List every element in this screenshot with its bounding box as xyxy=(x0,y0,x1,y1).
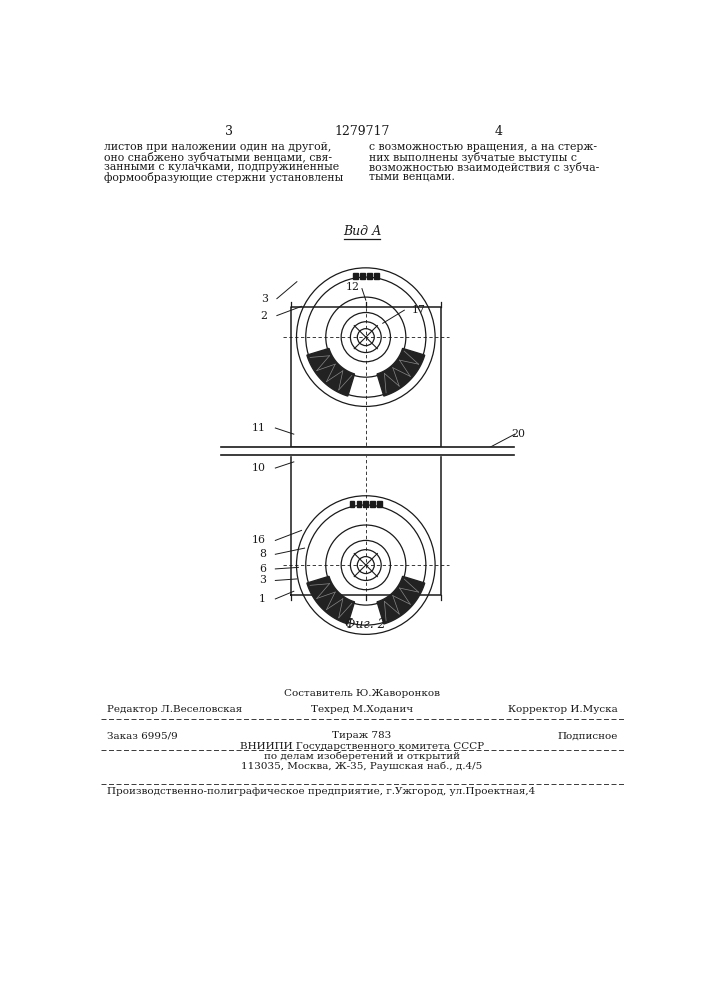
Polygon shape xyxy=(353,273,358,279)
Polygon shape xyxy=(377,576,425,624)
Text: них выполнены зубчатые выступы с: них выполнены зубчатые выступы с xyxy=(369,152,577,163)
Text: 10: 10 xyxy=(252,463,266,473)
Text: 2: 2 xyxy=(261,311,268,321)
Text: Производственно-полиграфическое предприятие, г.Ужгород, ул.Проектная,4: Производственно-полиграфическое предприя… xyxy=(107,787,535,796)
Text: 3: 3 xyxy=(259,575,266,585)
Text: Тираж 783: Тираж 783 xyxy=(332,732,392,740)
Text: 3: 3 xyxy=(261,294,268,304)
Text: Фиг. 2: Фиг. 2 xyxy=(346,618,386,631)
Polygon shape xyxy=(370,501,375,507)
Text: 1279717: 1279717 xyxy=(334,125,390,138)
Text: Составитель Ю.Жаворонков: Составитель Ю.Жаворонков xyxy=(284,688,440,698)
Text: Редактор Л.Веселовская: Редактор Л.Веселовская xyxy=(107,705,243,714)
Polygon shape xyxy=(377,348,425,396)
Text: формообразующие стержни установлены: формообразующие стержни установлены xyxy=(104,172,344,183)
Polygon shape xyxy=(307,576,354,624)
Polygon shape xyxy=(374,273,378,279)
Text: 6: 6 xyxy=(259,564,266,574)
Text: 8: 8 xyxy=(259,549,266,559)
Text: тыми венцами.: тыми венцами. xyxy=(369,172,455,182)
Text: Заказ 6995/9: Заказ 6995/9 xyxy=(107,732,178,740)
Text: 12: 12 xyxy=(346,282,360,292)
Text: 17: 17 xyxy=(412,305,426,315)
Text: Вид А: Вид А xyxy=(343,225,381,238)
Text: возможностью взаимодействия с зубча-: возможностью взаимодействия с зубча- xyxy=(369,162,599,173)
Text: 4: 4 xyxy=(494,125,502,138)
Polygon shape xyxy=(363,501,368,507)
Polygon shape xyxy=(307,348,354,396)
Polygon shape xyxy=(221,447,514,455)
Text: 113035, Москва, Ж-35, Раушская наб., д.4/5: 113035, Москва, Ж-35, Раушская наб., д.4… xyxy=(241,761,483,771)
Polygon shape xyxy=(378,501,382,507)
Text: оно снабжено зубчатыми венцами, свя-: оно снабжено зубчатыми венцами, свя- xyxy=(104,152,332,163)
Polygon shape xyxy=(367,273,372,279)
Text: по делам изоберетений и открытий: по делам изоберетений и открытий xyxy=(264,751,460,761)
Text: листов при наложении один на другой,: листов при наложении один на другой, xyxy=(104,142,332,152)
Polygon shape xyxy=(360,273,365,279)
Polygon shape xyxy=(350,501,354,507)
Text: 3: 3 xyxy=(225,125,233,138)
Text: Техред М.Ходанич: Техред М.Ходанич xyxy=(311,705,413,714)
Text: с возможностью вращения, а на стерж-: с возможностью вращения, а на стерж- xyxy=(369,142,597,152)
Text: 11: 11 xyxy=(252,423,266,433)
Text: Корректор И.Муска: Корректор И.Муска xyxy=(508,705,618,714)
Polygon shape xyxy=(356,501,361,507)
Text: 16: 16 xyxy=(252,535,266,545)
Text: Подписное: Подписное xyxy=(557,732,618,740)
Text: 20: 20 xyxy=(512,429,525,439)
Text: ВНИИПИ Государственного комитета СССР: ВНИИПИ Государственного комитета СССР xyxy=(240,742,484,751)
Text: 1: 1 xyxy=(259,594,266,604)
Text: занными с кулачками, подпружиненные: занными с кулачками, подпружиненные xyxy=(104,162,339,172)
